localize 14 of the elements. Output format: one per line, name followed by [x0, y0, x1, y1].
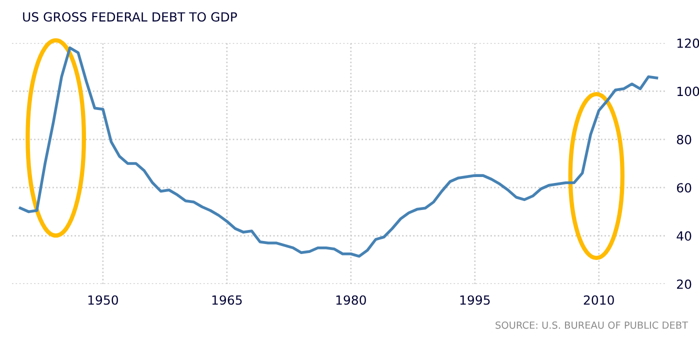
source-note: SOURCE: U.S. BUREAU OF PUBLIC DEBT: [496, 321, 688, 329]
y-tick-label: 20: [677, 279, 692, 289]
y-tick-label: 40: [676, 231, 692, 241]
chart-title: US GROSS FEDERAL DEBT TO GDP: [23, 12, 237, 22]
y-tick-label: 100: [677, 86, 699, 96]
y-tick-label: 60: [676, 183, 692, 193]
y-tick-label: 120: [677, 38, 699, 48]
x-tick-label: 2010: [584, 295, 614, 305]
x-tick-label: 1995: [460, 295, 490, 305]
x-tick-label: 1950: [88, 295, 118, 305]
y-tick-label: 80: [676, 134, 692, 144]
line-series: [18, 46, 658, 258]
x-tick-label: 1965: [212, 295, 242, 305]
x-tick-label: 1980: [336, 295, 366, 305]
